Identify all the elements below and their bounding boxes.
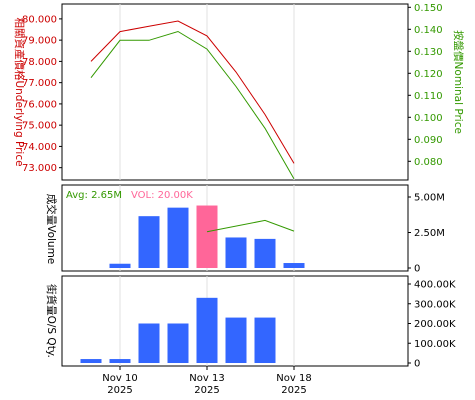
os-qty-bar bbox=[109, 359, 131, 363]
underlying-price-line bbox=[90, 20, 295, 164]
nominal-price-axis-title: 按盤價Nominal Price bbox=[452, 30, 465, 134]
volume-bar bbox=[167, 207, 189, 268]
os-qty-tick-label: 0 bbox=[414, 359, 420, 370]
price-panel-frame bbox=[61, 3, 409, 181]
underlying-tick-label: 75.000 bbox=[22, 121, 57, 132]
nominal-tick-label: 0.150 bbox=[414, 3, 443, 14]
os-qty-axis-title: 街貨量O/S Qty. bbox=[45, 284, 58, 358]
nominal-tick-label: 0.100 bbox=[414, 113, 443, 124]
avg-volume-label: Avg: 2.65M bbox=[66, 190, 122, 201]
underlying-tick-label: 76.000 bbox=[22, 99, 57, 110]
underlying-tick-label: 74.000 bbox=[22, 142, 57, 153]
x-tick-label-day: Nov 18 bbox=[276, 373, 311, 384]
nominal-tick-label: 0.110 bbox=[414, 91, 443, 102]
x-tick-label-year: 2025 bbox=[281, 385, 306, 396]
underlying-tick-label: 78.000 bbox=[22, 57, 57, 68]
underlying-price-axis-title: 相關資產價格Underlying Price bbox=[13, 17, 26, 166]
nominal-tick-label: 0.090 bbox=[414, 135, 443, 146]
os-qty-tick-label: 400.00K bbox=[414, 280, 456, 291]
ticks-layer: 80.000 79.000 78.000 77.000 76.000 75.000 74.0… bbox=[22, 3, 456, 396]
underlying-tick-label: 73.000 bbox=[22, 163, 57, 174]
nominal-tick-label: 0.080 bbox=[414, 157, 443, 168]
vol-label: VOL: 20.00K bbox=[131, 190, 193, 201]
os-qty-tick-label: 300.00K bbox=[414, 299, 456, 310]
nominal-price-line bbox=[90, 30, 295, 180]
volume-tick-label: 0 bbox=[414, 264, 420, 275]
marks-layer bbox=[80, 20, 305, 363]
volume-tick-label: 2.50M bbox=[414, 228, 445, 239]
nominal-tick-label: 0.120 bbox=[414, 69, 443, 80]
avg-volume-line bbox=[206, 219, 295, 233]
underlying-tick-label: 77.000 bbox=[22, 78, 57, 89]
os-qty-bar bbox=[167, 323, 189, 363]
x-tick-label-day: Nov 13 bbox=[189, 373, 224, 384]
x-tick-label-year: 2025 bbox=[107, 385, 132, 396]
volume-bar bbox=[109, 263, 131, 268]
volume-bar bbox=[254, 238, 276, 268]
volume-bar bbox=[225, 237, 247, 268]
volume-bar bbox=[283, 263, 305, 268]
nominal-tick-label: 0.140 bbox=[414, 25, 443, 36]
volume-tick-label: 5.00M bbox=[414, 193, 445, 204]
os-qty-tick-label: 200.00K bbox=[414, 319, 456, 330]
x-tick-label-day: Nov 10 bbox=[102, 373, 137, 384]
underlying-tick-label: 80.000 bbox=[22, 14, 57, 25]
x-tick-label-year: 2025 bbox=[194, 385, 219, 396]
os-qty-bar bbox=[196, 297, 218, 363]
volume-axis-title: 成交量Volume bbox=[45, 194, 58, 265]
os-qty-bar bbox=[138, 323, 160, 363]
nominal-tick-label: 0.130 bbox=[414, 47, 443, 58]
volume-bar bbox=[138, 216, 160, 268]
os-qty-bar bbox=[225, 317, 247, 363]
os-qty-tick-label: 100.00K bbox=[414, 339, 456, 350]
os-qty-bar bbox=[254, 317, 276, 363]
underlying-tick-label: 79.000 bbox=[22, 36, 57, 47]
os-qty-bar bbox=[80, 359, 102, 363]
volume-bar-highlighted bbox=[196, 205, 218, 268]
